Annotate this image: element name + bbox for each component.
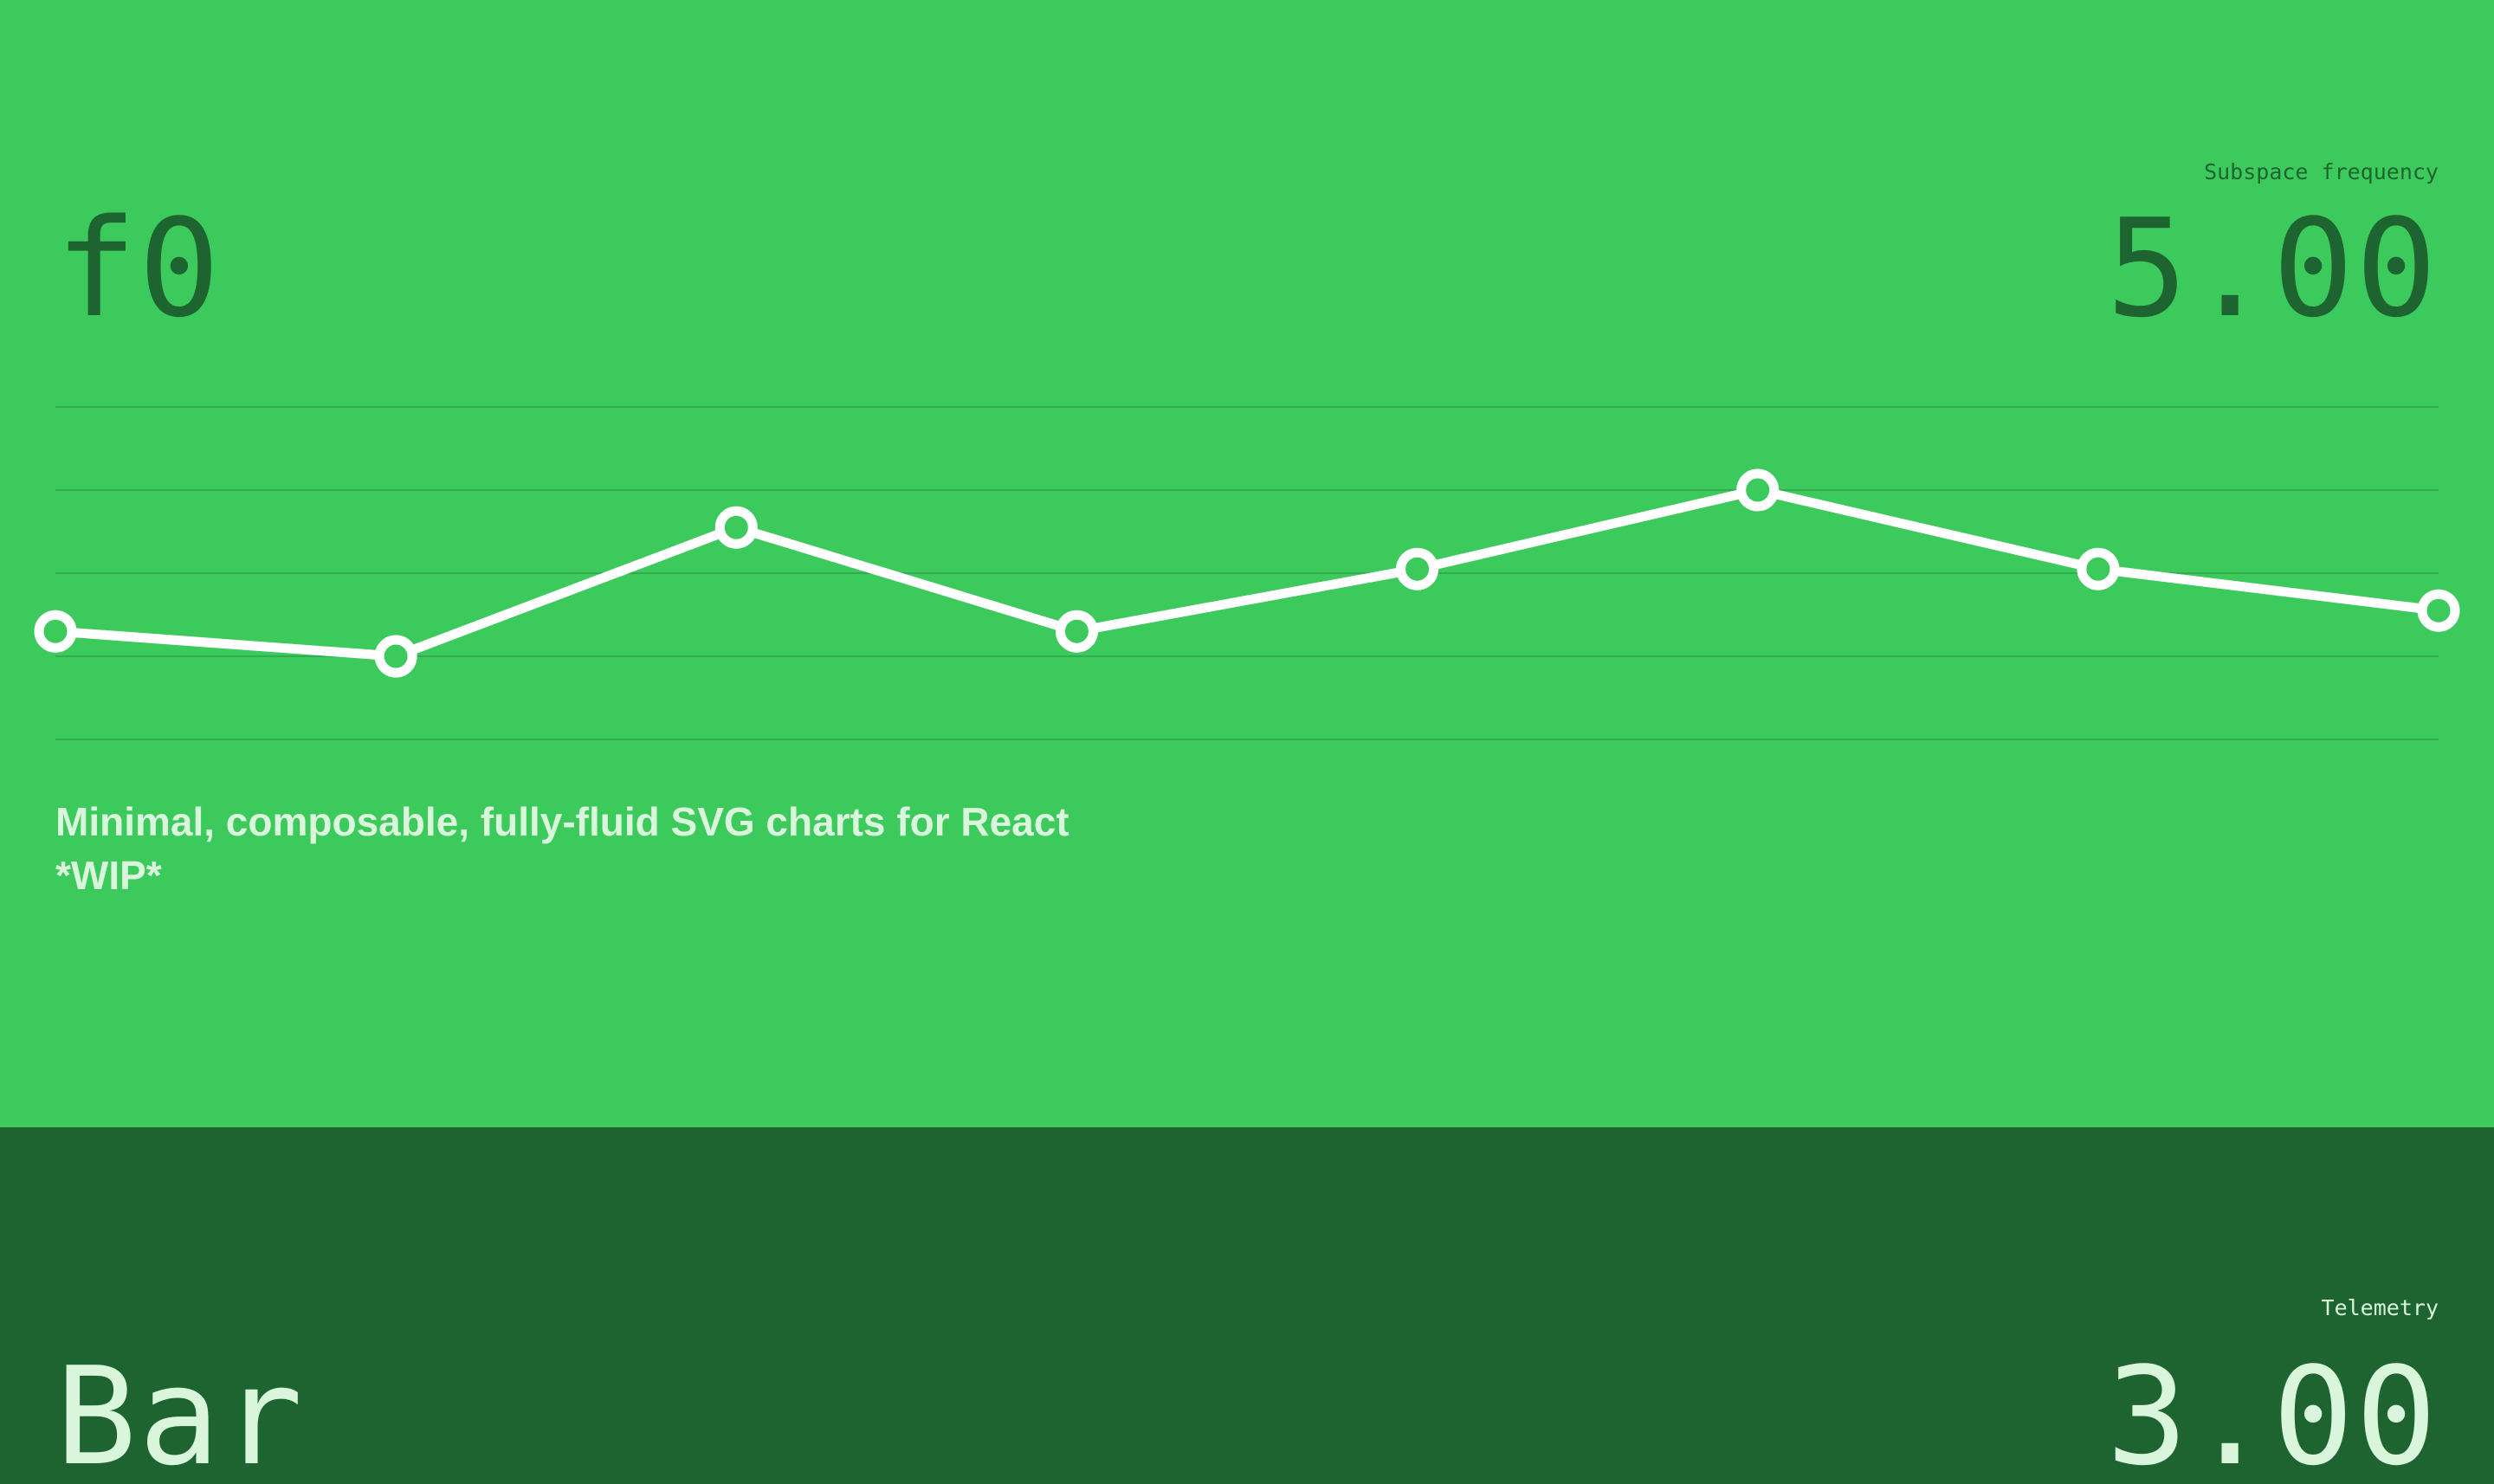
data-point [34, 610, 77, 653]
data-point [374, 635, 417, 678]
tagline-line-1: Minimal, composable, fully-fluid SVG cha… [55, 799, 1069, 844]
hero-section: f0 Subspace frequency 5.00 Minimal, comp… [34, 159, 2460, 902]
data-point [2417, 589, 2460, 632]
data-point [1055, 610, 1098, 653]
section-metric-label: Telemetry [2321, 1295, 2439, 1320]
section-title: Bar [55, 1338, 305, 1484]
data-point [1396, 547, 1439, 590]
metric-label: Subspace frequency [2204, 159, 2439, 184]
tagline: Minimal, composable, fully-fluid SVG cha… [55, 795, 1069, 902]
series-line [50, 485, 2444, 661]
line-chart [34, 406, 2460, 740]
tagline-line-2: *WIP* [55, 853, 162, 898]
data-point [714, 506, 758, 549]
data-point [1736, 468, 1780, 512]
data-point [2077, 547, 2120, 590]
brand-logo: f0 [55, 190, 222, 347]
bar-section: Bar Telemetry 3.00 [0, 1127, 2494, 1484]
section-metric-value: 3.00 [2106, 1338, 2439, 1484]
chart-series [34, 468, 2460, 678]
metric-value: 5.00 [2106, 190, 2439, 347]
chart-grid [55, 406, 2439, 740]
